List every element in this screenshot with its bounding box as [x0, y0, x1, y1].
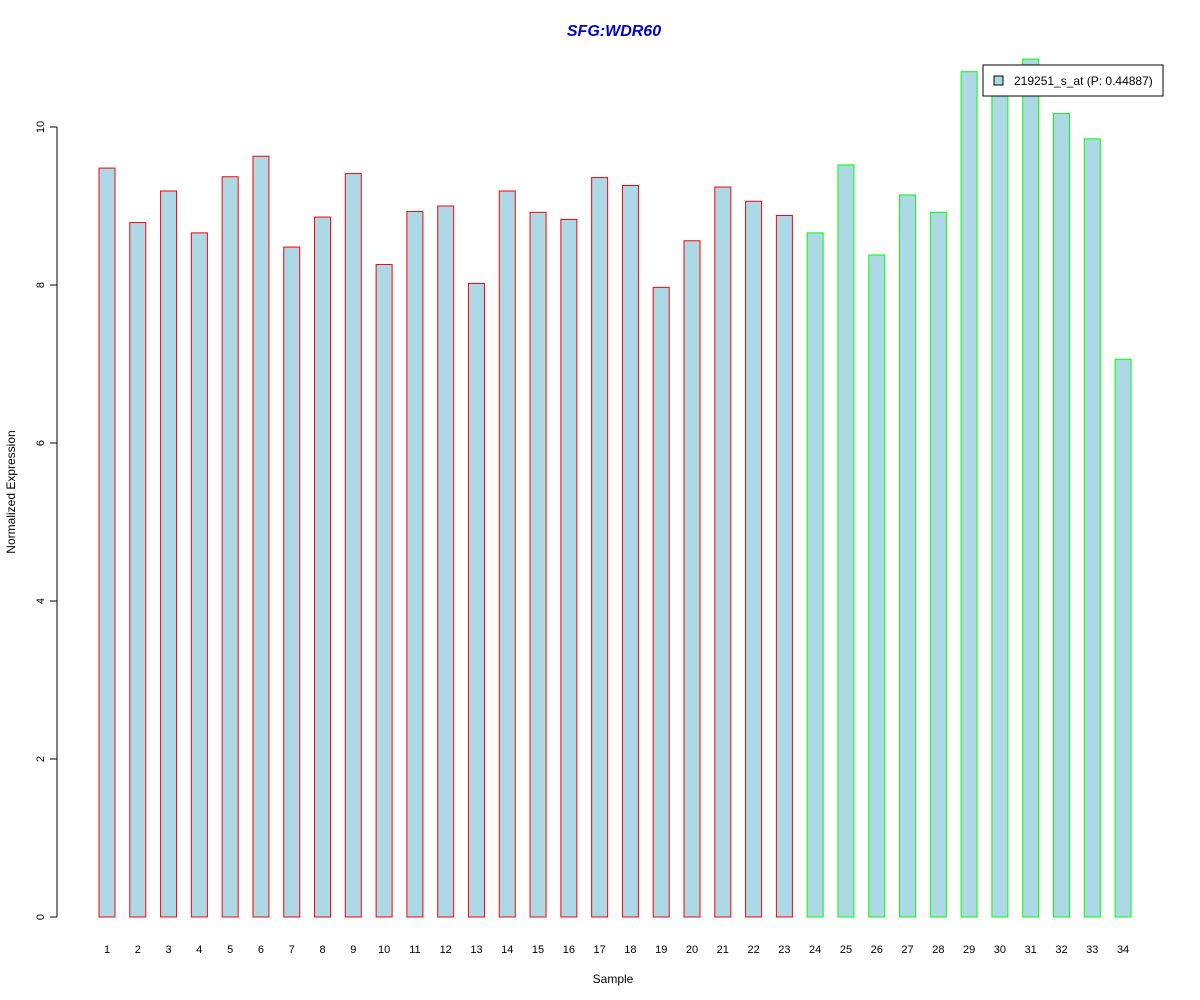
- x-tick-label: 10: [378, 944, 390, 956]
- bar-15: [529, 211, 547, 918]
- x-tick-label: 21: [717, 944, 729, 956]
- bar-20: [683, 240, 701, 918]
- y-tick-label: 10: [35, 121, 47, 133]
- bar-18: [621, 184, 639, 918]
- x-tick-label: 6: [258, 944, 264, 956]
- x-tick-label: 15: [532, 944, 544, 956]
- y-tick-label: 6: [35, 440, 47, 446]
- x-tick-label: 1: [104, 944, 110, 956]
- bar-9: [344, 173, 362, 918]
- x-tick-label: 9: [350, 944, 356, 956]
- bar-19: [652, 286, 670, 918]
- bar-11: [406, 211, 424, 918]
- bar-24: [806, 232, 824, 918]
- bar-3: [160, 190, 178, 918]
- x-tick-label: 16: [563, 944, 575, 956]
- y-tick-label: 8: [35, 282, 47, 288]
- x-axis-label: Sample: [593, 972, 634, 986]
- legend: 219251_s_at (P: 0.44887): [982, 64, 1164, 97]
- chart-title: SFG:WDR60: [567, 23, 661, 40]
- bar-34: [1114, 358, 1132, 918]
- x-tick-label: 5: [227, 944, 233, 956]
- bar-10: [375, 263, 393, 918]
- bar-25: [837, 164, 855, 918]
- bar-1: [98, 167, 116, 918]
- x-tick-label: 14: [501, 944, 513, 956]
- x-tick-label: 30: [994, 944, 1006, 956]
- bar-12: [437, 205, 455, 918]
- x-tick-label: 19: [655, 944, 667, 956]
- bars-group: [98, 58, 1132, 918]
- x-tick-label: 27: [901, 944, 913, 956]
- bar-33: [1083, 138, 1101, 918]
- bar-7: [283, 246, 301, 918]
- bar-16: [560, 218, 578, 918]
- y-axis: 0 2 4 6 8 10: [35, 121, 58, 920]
- bar-22: [745, 200, 763, 918]
- x-tick-label: 7: [289, 944, 295, 956]
- x-tick-label: 17: [594, 944, 606, 956]
- x-tick-label: 12: [440, 944, 452, 956]
- bar-6: [252, 155, 270, 918]
- x-tick-label: 2: [135, 944, 141, 956]
- x-tick-label: 28: [932, 944, 944, 956]
- x-tick-label: 3: [166, 944, 172, 956]
- bar-27: [899, 194, 917, 918]
- y-axis-label: Normalized Expression: [4, 430, 18, 553]
- bar-21: [714, 186, 732, 918]
- legend-swatch: [993, 75, 1004, 86]
- bar-8: [314, 216, 332, 918]
- x-tick-label: 25: [840, 944, 852, 956]
- bar-31: [1022, 58, 1040, 918]
- x-tick-label: 33: [1086, 944, 1098, 956]
- bar-29: [960, 71, 978, 918]
- x-tick-label: 22: [747, 944, 759, 956]
- bar-14: [498, 190, 516, 918]
- bar-26: [868, 254, 886, 918]
- x-tick-label: 13: [470, 944, 482, 956]
- x-tick-label: 29: [963, 944, 975, 956]
- bar-4: [190, 232, 208, 918]
- x-tick-label: 20: [686, 944, 698, 956]
- x-tick-label: 34: [1117, 944, 1129, 956]
- legend-label: 219251_s_at (P: 0.44887): [1014, 74, 1153, 88]
- bar-30: [991, 87, 1009, 918]
- x-tick-label: 4: [196, 944, 202, 956]
- bar-32: [1052, 113, 1070, 918]
- bar-2: [129, 222, 147, 918]
- bar-17: [591, 177, 609, 918]
- x-tick-label: 18: [624, 944, 636, 956]
- x-tick-label: 26: [871, 944, 883, 956]
- x-tick-labels: 1 2 3 4 5 6 7 8 9 10 11 12 13 14 15 16 17 18 19 20 21 22 23 24 2…: [104, 944, 1129, 956]
- y-tick-label: 2: [35, 756, 47, 762]
- bar-28: [929, 211, 947, 918]
- y-tick-label: 4: [35, 598, 47, 604]
- x-tick-label: 31: [1025, 944, 1037, 956]
- bar-13: [467, 282, 485, 918]
- y-tick-label: 0: [35, 914, 47, 920]
- x-tick-label: 23: [778, 944, 790, 956]
- bar-23: [775, 214, 793, 918]
- x-tick-label: 32: [1055, 944, 1067, 956]
- x-tick-label: 11: [409, 944, 420, 956]
- x-tick-label: 24: [809, 944, 821, 956]
- x-tick-label: 8: [319, 944, 325, 956]
- legend-box: [982, 64, 1164, 97]
- bar-5: [221, 176, 239, 918]
